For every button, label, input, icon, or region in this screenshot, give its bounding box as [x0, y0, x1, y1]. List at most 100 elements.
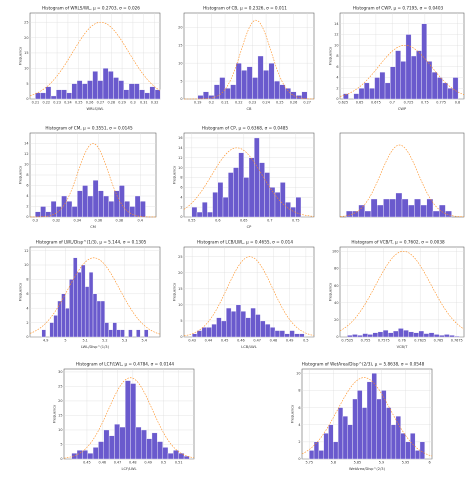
x-axis-label: CB: [247, 107, 253, 111]
histogram-bar: [289, 330, 295, 338]
y-tick-label: 4: [336, 76, 338, 80]
x-tick-label: 0.65: [356, 101, 364, 105]
x-axis-label: CM: [90, 225, 96, 229]
histogram-bar: [250, 307, 256, 338]
histogram-bar: [410, 55, 417, 100]
normal-fit-curve: [339, 44, 465, 97]
histogram-bar: [265, 323, 271, 338]
histogram-bar: [447, 88, 454, 100]
y-tick-label: 15: [24, 51, 28, 55]
chart-title: Histogram of WetArea/Disp^(2/3), μ = 5.8…: [302, 362, 425, 367]
histogram-bar: [124, 201, 130, 218]
histogram-bar: [92, 180, 99, 218]
histogram-bar: [108, 201, 115, 218]
histogram-bar: [269, 187, 276, 218]
histogram-bar: [41, 329, 46, 338]
histogram-bar: [140, 201, 146, 218]
histogram-bar: [347, 335, 353, 338]
histogram-bar: [98, 441, 104, 460]
histogram-bar: [162, 447, 169, 460]
histogram-bar: [102, 68, 109, 100]
x-tick-label: 0.45: [221, 339, 229, 343]
x-tick-label: 6: [429, 461, 431, 465]
y-tick-label: 0: [336, 335, 338, 339]
histogram-bar: [257, 55, 264, 100]
y-tick-label: 8: [26, 278, 28, 282]
y-tick-label: 10: [24, 66, 28, 70]
histogram-bar: [393, 330, 399, 338]
y-tick-label: 5: [180, 319, 182, 323]
histogram-svg: Histogram of VCB/T, μ = 0.7602, σ = 0.00…: [329, 240, 465, 349]
x-tick-label: 0.765: [434, 339, 444, 343]
histogram-bar: [347, 424, 353, 460]
histogram-bar: [219, 77, 226, 100]
histogram-bar: [77, 272, 82, 338]
histogram-bar: [439, 204, 446, 218]
histogram-bar: [116, 329, 121, 338]
histogram-bar: [260, 320, 266, 338]
histogram-bar: [136, 329, 141, 338]
x-tick-label: 0.32: [52, 219, 60, 223]
histogram-bar: [358, 204, 365, 218]
histogram-bar: [433, 334, 440, 338]
y-tick-label: 10: [334, 43, 338, 47]
x-tick-label: 5.1: [82, 339, 87, 343]
y-tick-label: 0: [26, 335, 28, 339]
histogram-bar: [178, 453, 185, 460]
histogram-bar: [390, 66, 396, 100]
histogram-bar: [279, 330, 285, 338]
histogram-bar: [61, 89, 67, 100]
x-tick-label: 0.45: [83, 461, 91, 465]
histogram-bar: [352, 210, 359, 218]
histogram-bar: [381, 390, 387, 460]
x-tick-label: 0.5: [303, 339, 308, 343]
histogram-bar: [81, 264, 86, 338]
y-tick-label: 40: [334, 301, 338, 305]
x-tick-label: 0.24: [262, 101, 270, 105]
histogram-bar: [416, 50, 422, 100]
histogram-bar: [343, 93, 349, 100]
histogram-bar: [395, 50, 401, 100]
y-tick-label: 20: [178, 271, 182, 275]
y-tick-label: 10: [58, 428, 62, 432]
y-tick-label: 100: [332, 249, 338, 253]
y-tick-label: 0: [60, 457, 62, 461]
histogram-bar: [379, 71, 386, 100]
y-tick-label: 8: [298, 389, 300, 393]
x-tick-label: 0.26: [86, 101, 94, 105]
histogram-bar: [414, 198, 421, 218]
histogram-bar: [226, 307, 232, 338]
y-axis-label: Frequency: [329, 46, 333, 65]
histogram-bar: [377, 204, 384, 218]
y-tick-label: 10: [178, 303, 182, 307]
histogram-bar: [113, 77, 119, 100]
y-tick-label: 8: [26, 173, 28, 177]
x-tick-label: 5.8: [331, 461, 336, 465]
histogram-bar: [285, 88, 291, 100]
histogram-bar: [146, 438, 153, 460]
histogram-bar: [370, 198, 378, 218]
histogram-svg: Histogram of LCF/LWL, μ = 0.4784, σ = 0.…: [53, 362, 195, 471]
histogram-bar: [274, 330, 281, 338]
histogram-bar: [352, 334, 358, 338]
x-tick-label: 0.8: [455, 101, 460, 105]
y-axis-label: Frequency: [329, 282, 333, 301]
x-tick-label: 0.36: [94, 219, 102, 223]
histogram-bar: [82, 83, 88, 100]
histogram-bar: [92, 293, 98, 338]
histogram-bar: [71, 206, 78, 218]
histogram-bar: [134, 195, 141, 218]
histogram-bar: [202, 91, 209, 100]
histogram-bar: [439, 335, 445, 338]
histogram-bar: [134, 83, 140, 100]
y-tick-label: 6: [298, 406, 300, 410]
histogram-bar: [84, 286, 90, 338]
histogram-bar: [405, 34, 412, 100]
histogram-bar: [139, 89, 145, 100]
histogram-bar: [230, 84, 237, 100]
x-tick-label: 0.725: [404, 101, 414, 105]
histogram-bar: [56, 206, 62, 218]
histogram-bar: [92, 71, 98, 100]
x-tick-label: 0.47: [253, 339, 261, 343]
histogram-bar: [299, 333, 305, 338]
